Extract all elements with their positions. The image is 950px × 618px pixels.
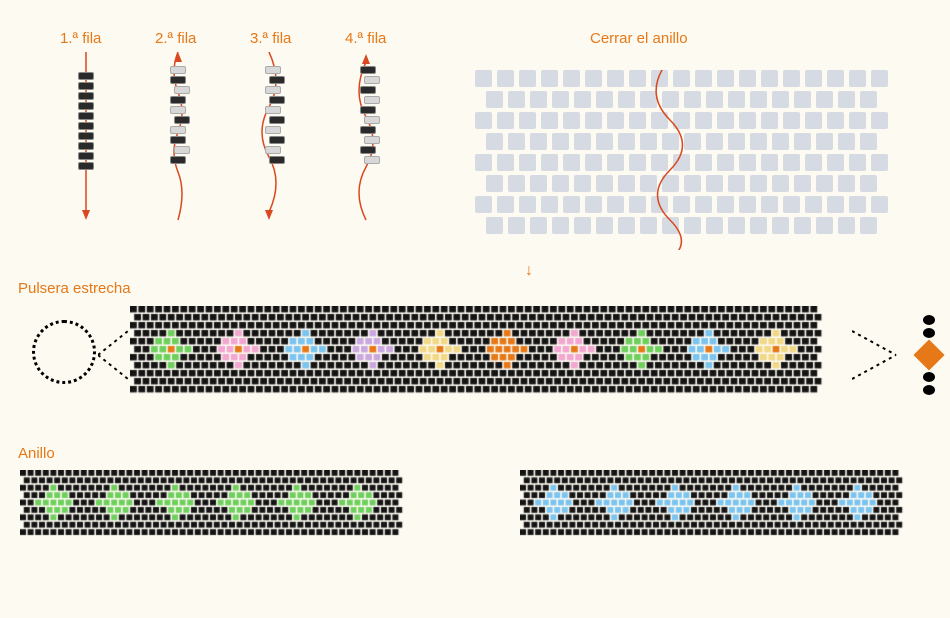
fila3-col (255, 52, 291, 154)
pulsera-label: Pulsera estrecha (18, 280, 131, 297)
bracelet-diagram (0, 302, 950, 412)
fila1-label: 1.ª fila (60, 30, 101, 47)
clasp-left-strand (98, 327, 132, 383)
fila2-label: 2.ª fila (155, 30, 196, 47)
fila4-label: 4.ª fila (345, 30, 386, 47)
anillo-label: Anillo (18, 445, 55, 462)
clasp-ring (32, 320, 96, 384)
down-arrow-icon: ↓ (525, 262, 533, 280)
bracelet-pattern (130, 306, 855, 402)
fila3-label: 3.ª fila (250, 30, 291, 47)
ring-pattern-blue (520, 470, 920, 542)
fila1-col (68, 52, 104, 154)
cerrar-label: Cerrar el anillo (590, 30, 688, 47)
clasp-end-beads (918, 312, 940, 398)
clasp-right-strand (852, 327, 900, 383)
ring-pattern-green (20, 470, 420, 542)
fila4-col (350, 52, 386, 154)
fila2-col (160, 52, 196, 154)
close-ring-grid (475, 70, 895, 238)
